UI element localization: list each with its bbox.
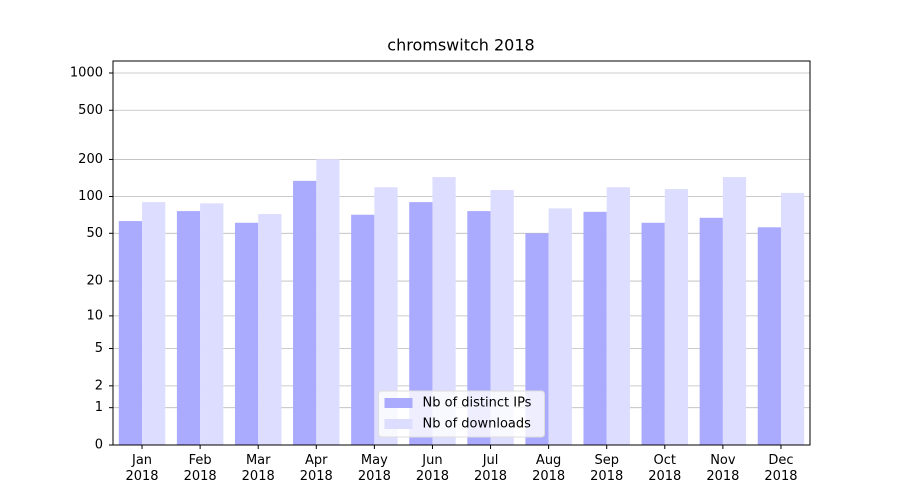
x-tick-label: Apr 2018 xyxy=(299,453,333,484)
bar xyxy=(200,203,224,445)
x-tick-label: Jun 2018 xyxy=(415,453,449,484)
y-tick-label: 1000 xyxy=(70,66,103,81)
legend-box xyxy=(378,390,545,438)
bar xyxy=(432,177,456,445)
bar xyxy=(234,222,259,445)
y-tick-label: 200 xyxy=(78,152,103,167)
chart-title: chromswitch 2018 xyxy=(387,36,534,55)
legend: Nb of distinct IPs Nb of downloads xyxy=(378,390,545,438)
x-tick-label: Sep 2018 xyxy=(590,453,624,484)
bar xyxy=(606,187,630,445)
bar xyxy=(641,222,665,445)
y-tick-label: 50 xyxy=(86,226,103,241)
legend-swatch xyxy=(384,419,413,429)
x-tick-label: Dec 2018 xyxy=(764,453,798,484)
bar xyxy=(583,211,607,445)
x-tick-label: May 2018 xyxy=(357,453,391,484)
legend-label: Nb of distinct IPs xyxy=(423,396,532,411)
bar xyxy=(722,177,747,445)
bar xyxy=(118,221,143,445)
x-tick-label: Nov 2018 xyxy=(706,453,740,484)
y-tick-label: 1 xyxy=(95,400,103,415)
y-tick-label: 5 xyxy=(95,341,103,356)
x-tick-label: Jul 2018 xyxy=(473,453,508,484)
bar xyxy=(293,180,317,445)
bar xyxy=(699,217,723,445)
y-tick-label: 10 xyxy=(86,308,103,323)
x-tick-label: Aug 2018 xyxy=(532,453,566,484)
x-tick-label: Feb 2018 xyxy=(183,453,217,484)
bar xyxy=(548,208,572,445)
bar xyxy=(374,187,398,445)
bar xyxy=(664,189,689,445)
bar xyxy=(490,189,514,445)
bar xyxy=(757,227,781,445)
y-tick-label: 0 xyxy=(95,438,103,453)
legend-label: Nb of downloads xyxy=(423,417,532,432)
x-tick-label: Mar 2018 xyxy=(241,453,275,484)
x-tick-label: Oct 2018 xyxy=(648,453,682,484)
grid xyxy=(113,72,810,446)
bar xyxy=(409,202,433,445)
x-tick-label: Jan 2018 xyxy=(125,453,159,484)
y-tick-label: 20 xyxy=(86,274,103,289)
bar xyxy=(467,211,491,445)
y-tick-label: 500 xyxy=(78,103,103,118)
bar xyxy=(316,159,340,445)
bar xyxy=(176,211,201,445)
bar xyxy=(258,213,282,445)
bar xyxy=(351,214,375,445)
plot-frame xyxy=(112,60,811,446)
bar xyxy=(142,202,166,445)
legend-swatch xyxy=(384,398,413,408)
y-tick-label: 2 xyxy=(95,378,103,393)
bar xyxy=(780,192,805,445)
y-tick-label: 100 xyxy=(78,189,103,204)
